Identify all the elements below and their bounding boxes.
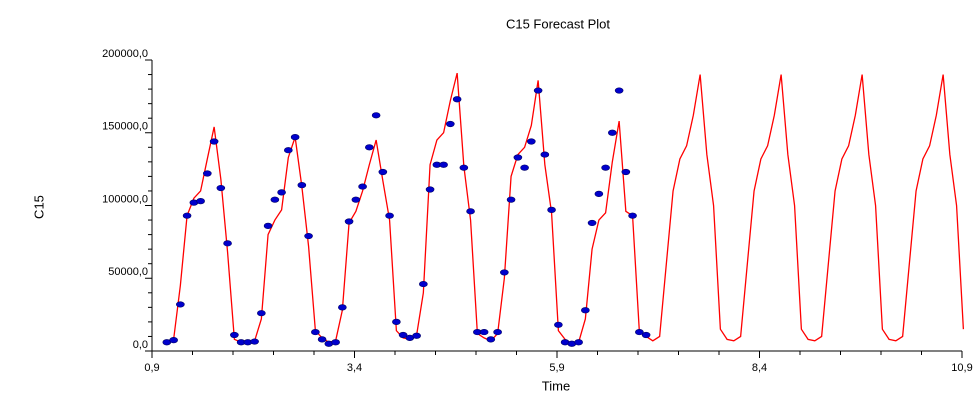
data-point (425, 186, 435, 193)
data-point (365, 144, 374, 151)
data-point (344, 218, 354, 225)
data-point (635, 328, 644, 336)
data-point (230, 331, 239, 339)
data-point (439, 161, 448, 168)
data-point (540, 151, 550, 158)
data-point (641, 331, 651, 339)
data-point (209, 138, 219, 145)
data-point (527, 138, 536, 145)
data-point (176, 301, 185, 308)
data-point (263, 222, 273, 229)
data-point (581, 307, 590, 314)
x-tick-label: 0,9 (144, 362, 159, 374)
data-point (277, 189, 286, 196)
chart-title: C15 Forecast Plot (506, 16, 610, 31)
data-point (466, 208, 475, 215)
x-tick-label: 10,9 (951, 362, 972, 374)
data-point (392, 318, 401, 326)
data-point (203, 170, 212, 177)
data-point (196, 198, 205, 205)
data-point (358, 183, 367, 190)
data-point (284, 147, 293, 154)
data-point (452, 96, 462, 103)
data-point (378, 168, 388, 176)
data-point (506, 196, 516, 203)
y-tick-label: 100000,0 (102, 193, 148, 205)
forecast-line (166, 72, 965, 345)
data-point (317, 336, 327, 343)
y-tick-label: 50000,0 (108, 266, 148, 278)
data-point (520, 164, 529, 171)
x-tick-label: 5,9 (549, 362, 564, 374)
data-point (513, 154, 523, 161)
data-point (533, 87, 543, 94)
data-point (338, 304, 347, 311)
y-tick-label: 0,0 (133, 339, 148, 351)
data-point (351, 196, 361, 203)
data-point (621, 168, 631, 176)
data-point (486, 336, 496, 343)
y-tick-label: 200000,0 (102, 48, 148, 60)
data-point (628, 212, 637, 219)
data-point (311, 328, 320, 336)
y-axis-title: C15 (31, 195, 46, 219)
data-point (331, 339, 340, 346)
data-point (290, 134, 300, 141)
data-point (223, 240, 232, 247)
data-point (412, 332, 421, 339)
data-point (419, 280, 428, 288)
data-point (554, 321, 563, 328)
y-tick-label: 150000,0 (102, 121, 148, 133)
data-point (371, 112, 381, 119)
data-point (479, 328, 489, 336)
data-point (250, 338, 259, 345)
data-point (297, 182, 307, 189)
data-point (182, 212, 192, 219)
x-axis-title: Time (542, 378, 570, 393)
data-point (608, 129, 617, 136)
data-point (459, 164, 469, 171)
data-point (398, 331, 408, 339)
data-point (169, 336, 178, 344)
x-tick-label: 3,4 (347, 362, 362, 374)
data-point (385, 212, 394, 219)
data-point (587, 219, 597, 227)
data-point (493, 328, 502, 336)
x-tick-label: 8,4 (752, 362, 767, 374)
data-point (216, 184, 226, 192)
data-point (446, 120, 455, 128)
data-point (614, 87, 624, 94)
data-point (601, 164, 610, 171)
data-point (500, 269, 509, 276)
data-point (594, 190, 604, 197)
data-point (547, 206, 556, 213)
data-point (270, 196, 280, 203)
data-point (257, 310, 266, 317)
data-point (574, 339, 583, 346)
data-point (304, 232, 313, 240)
